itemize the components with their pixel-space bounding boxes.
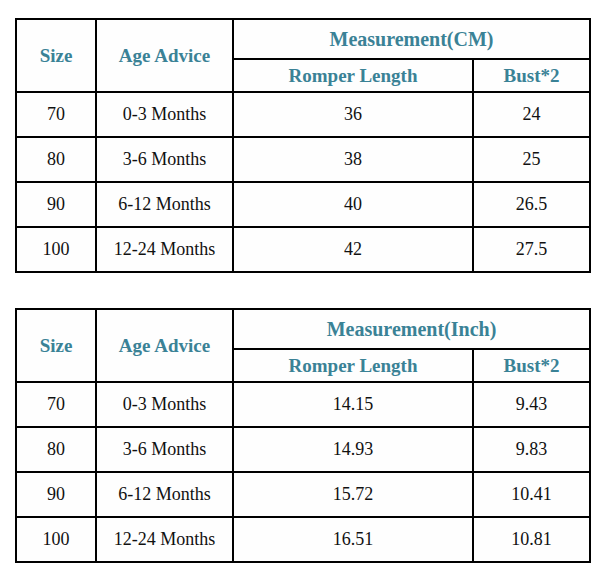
bust-column-header: Bust*2 [473, 59, 590, 92]
romper-length-cell: 40 [233, 182, 473, 227]
size-cell: 80 [16, 427, 96, 472]
size-cell: 70 [16, 92, 96, 137]
size-cell: 100 [16, 517, 96, 562]
romper-length-cell: 14.15 [233, 382, 473, 427]
size-cell: 70 [16, 382, 96, 427]
romper-length-cell: 38 [233, 137, 473, 182]
age-cell: 3-6 Months [96, 137, 233, 182]
age-advice-column-header: Age Advice [96, 309, 233, 382]
romper-length-cell: 36 [233, 92, 473, 137]
size-cell: 80 [16, 137, 96, 182]
romper-length-column-header: Romper Length [233, 59, 473, 92]
size-column-header: Size [16, 19, 96, 92]
table-row: 90 6-12 Months 15.72 10.41 [16, 472, 590, 517]
bust-column-header: Bust*2 [473, 349, 590, 382]
romper-length-cell: 15.72 [233, 472, 473, 517]
size-cell: 100 [16, 227, 96, 272]
size-cell: 90 [16, 472, 96, 517]
table-row: 90 6-12 Months 40 26.5 [16, 182, 590, 227]
age-cell: 6-12 Months [96, 182, 233, 227]
size-chart-page: Size Age Advice Measurement(CM) Romper L… [0, 0, 604, 563]
age-cell: 6-12 Months [96, 472, 233, 517]
bust-cell: 25 [473, 137, 590, 182]
size-chart-inch-table: Size Age Advice Measurement(Inch) Romper… [15, 308, 591, 563]
bust-cell: 27.5 [473, 227, 590, 272]
measurement-cm-group-header: Measurement(CM) [233, 19, 590, 59]
size-cell: 90 [16, 182, 96, 227]
table-row: 70 0-3 Months 14.15 9.43 [16, 382, 590, 427]
age-cell: 3-6 Months [96, 427, 233, 472]
table-row: 100 12-24 Months 16.51 10.81 [16, 517, 590, 562]
table-row: 80 3-6 Months 38 25 [16, 137, 590, 182]
size-column-header: Size [16, 309, 96, 382]
romper-length-cell: 14.93 [233, 427, 473, 472]
romper-length-cell: 42 [233, 227, 473, 272]
bust-cell: 24 [473, 92, 590, 137]
table-row: 70 0-3 Months 36 24 [16, 92, 590, 137]
bust-cell: 10.81 [473, 517, 590, 562]
bust-cell: 9.83 [473, 427, 590, 472]
romper-length-cell: 16.51 [233, 517, 473, 562]
age-cell: 0-3 Months [96, 92, 233, 137]
age-cell: 0-3 Months [96, 382, 233, 427]
table-row: 80 3-6 Months 14.93 9.83 [16, 427, 590, 472]
bust-cell: 10.41 [473, 472, 590, 517]
measurement-inch-group-header: Measurement(Inch) [233, 309, 590, 349]
age-cell: 12-24 Months [96, 517, 233, 562]
bust-cell: 9.43 [473, 382, 590, 427]
bust-cell: 26.5 [473, 182, 590, 227]
romper-length-column-header: Romper Length [233, 349, 473, 382]
age-cell: 12-24 Months [96, 227, 233, 272]
age-advice-column-header: Age Advice [96, 19, 233, 92]
table-row: 100 12-24 Months 42 27.5 [16, 227, 590, 272]
size-chart-cm-table: Size Age Advice Measurement(CM) Romper L… [15, 18, 591, 273]
